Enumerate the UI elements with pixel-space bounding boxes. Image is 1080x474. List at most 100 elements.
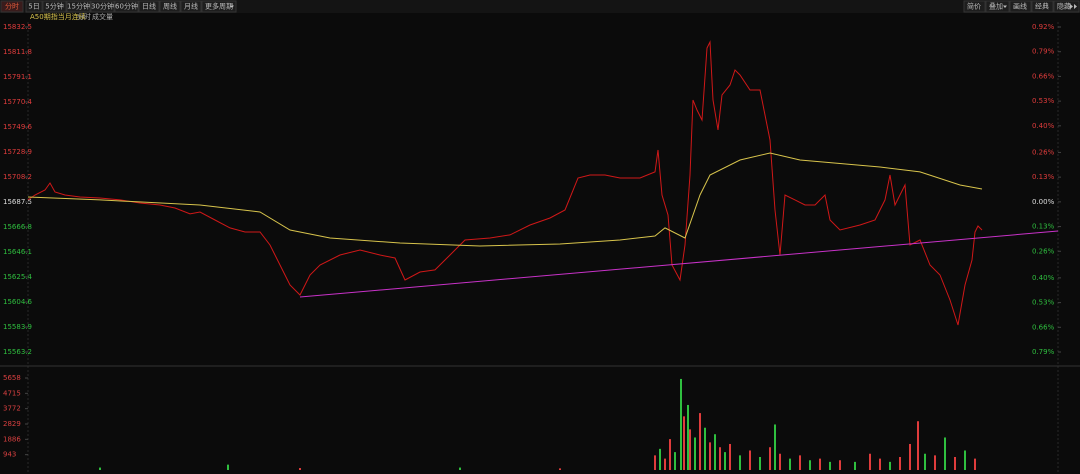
toolbar-button[interactable] [0, 0, 24, 13]
volume-bar [799, 455, 801, 470]
toolbar-button-label[interactable]: 经典 [1035, 2, 1049, 11]
toolbar-button-label[interactable]: 叠加 [989, 2, 1003, 11]
volume-bar [729, 443, 731, 470]
toolbar-button-label[interactable]: 月线 [184, 2, 198, 11]
y-tick-label: 15666.8 [3, 223, 32, 231]
dropdown-icon [1003, 5, 1007, 8]
y-tick-label: 15708.2 [3, 173, 32, 181]
volume-bar [459, 467, 461, 470]
y-tick-label: 15811.8 [3, 48, 32, 56]
toolbar-button-label[interactable]: 分时 [5, 2, 19, 11]
toolbar-button-label[interactable]: 5分钟 [45, 2, 63, 11]
volume-bar [699, 413, 701, 470]
toolbar-button-label[interactable]: 60分钟 [115, 2, 138, 11]
toolbar-button[interactable] [159, 0, 181, 13]
toolbar-button-label[interactable]: 周线 [163, 2, 177, 11]
volume-bar [819, 458, 821, 470]
volume-tick-label: 1886 [3, 435, 21, 443]
volume-bar [779, 453, 781, 470]
y-tick-label: 15604.6 [3, 298, 32, 306]
volume-bar [709, 442, 711, 470]
volume-bar [680, 378, 682, 470]
volume-bar [809, 460, 811, 470]
volume-bar [714, 434, 716, 470]
volume-bar [687, 404, 689, 470]
volume-tick-label: 3772 [3, 405, 21, 413]
y-tick-label: 15728.9 [3, 148, 32, 156]
toolbar-button[interactable] [114, 0, 139, 13]
series-line [27, 40, 983, 326]
volume-bar [559, 468, 561, 470]
volume-bar [654, 455, 656, 470]
volume-bar [299, 468, 301, 470]
volume-tick-label: 943 [3, 451, 16, 459]
volume-bar [664, 458, 666, 470]
toolbar-button[interactable] [1031, 0, 1054, 13]
volume-bar [749, 450, 751, 470]
volume-bar [964, 450, 966, 470]
y-tick-label: 15687.5 [3, 198, 32, 206]
dropdown-icon [230, 5, 234, 8]
toolbar-button[interactable] [180, 0, 202, 13]
volume-bar [674, 452, 676, 470]
y2-tick-label: 0.40% [1032, 274, 1055, 282]
toolbar-button[interactable] [90, 0, 115, 13]
volume-tick-label: 5658 [3, 374, 21, 382]
toolbar-button-label[interactable]: 日线 [142, 2, 156, 11]
y2-tick-label: 0.92% [1032, 23, 1055, 31]
toolbar-button[interactable] [25, 0, 43, 13]
volume-bar [829, 461, 831, 470]
volume-bar [917, 421, 919, 470]
toolbar-button[interactable] [985, 0, 1010, 13]
toolbar-button[interactable] [963, 0, 986, 13]
toolbar-button-label[interactable]: 简价 [967, 2, 981, 11]
volume-bar [669, 439, 671, 470]
series-line [27, 152, 983, 247]
y2-tick-label: 0.66% [1032, 72, 1055, 80]
y-tick-label: 15563.2 [3, 348, 32, 356]
toolbar-button-label[interactable]: 画线 [1013, 2, 1027, 11]
volume-bar [974, 458, 976, 470]
volume-bar [694, 437, 696, 470]
volume-bar [683, 416, 685, 470]
toolbar-button-label[interactable]: 隐藏 [1057, 2, 1071, 11]
y2-tick-label: 0.40% [1032, 122, 1055, 130]
volume-bar [99, 467, 101, 470]
toolbar-button[interactable] [1009, 0, 1032, 13]
toolbar-bg [0, 0, 1080, 13]
y2-tick-label: 0.26% [1032, 148, 1055, 156]
volume-bar [869, 453, 871, 470]
toolbar-button[interactable] [138, 0, 160, 13]
y-tick-label: 15646.1 [3, 248, 32, 256]
toolbar-button-label[interactable]: 5日 [28, 3, 39, 11]
y2-tick-label: 0.53% [1032, 299, 1055, 307]
toolbar-button[interactable] [201, 0, 237, 13]
volume-title: 成交量 [92, 12, 113, 21]
volume-bar [789, 458, 791, 470]
volume-bar [839, 460, 841, 470]
y-tick-label: 15770.4 [3, 98, 32, 106]
volume-bar [909, 443, 911, 470]
volume-bar [704, 427, 706, 470]
toolbar-button[interactable] [66, 0, 91, 13]
volume-bar [774, 424, 776, 470]
volume-tick-label: 4715 [3, 389, 21, 397]
y-tick-label: 15791.1 [3, 73, 32, 81]
y-tick-label: 15583.9 [3, 323, 32, 331]
volume-bar [689, 429, 691, 470]
volume-bar [944, 437, 946, 470]
y-tick-label: 15832.5 [3, 23, 32, 31]
volume-tick-label: 2829 [3, 420, 21, 428]
toolbar-button-label[interactable]: 30分钟 [91, 2, 114, 11]
toolbar-button[interactable] [42, 0, 67, 13]
series-line [299, 230, 1059, 298]
volume-bar [879, 458, 881, 470]
volume-bar [924, 453, 926, 470]
toolbar-button[interactable] [1053, 0, 1080, 13]
volume-bar [724, 452, 726, 470]
toolbar-button-label[interactable]: 15分钟 [67, 2, 90, 11]
y2-tick-label: 0.79% [1032, 48, 1055, 56]
toolbar-button-label[interactable]: 更多周期 [205, 2, 233, 11]
